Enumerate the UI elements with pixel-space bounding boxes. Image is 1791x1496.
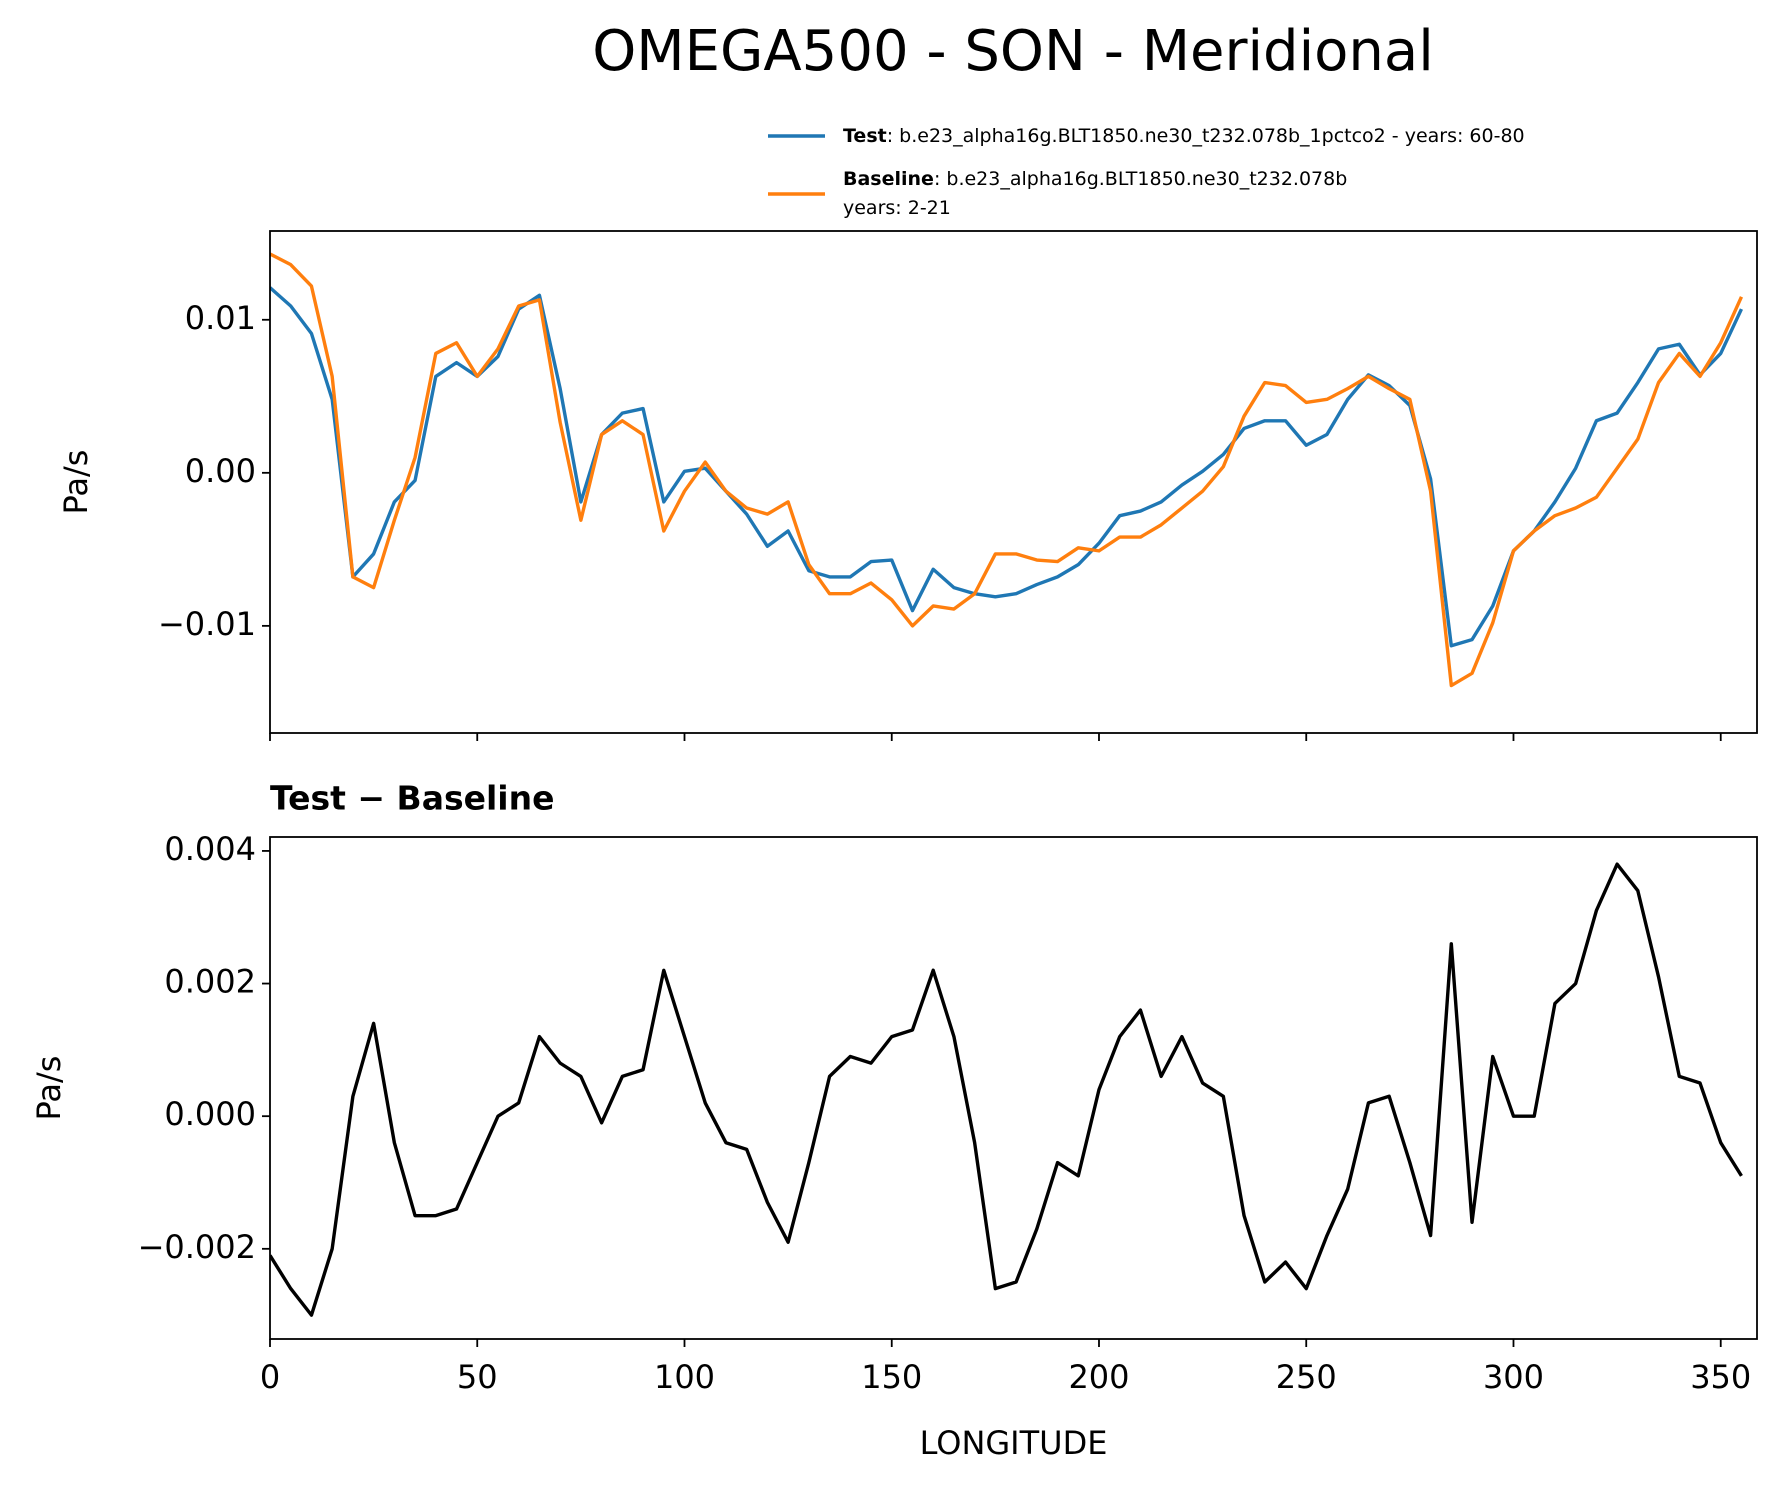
legend-text: Baseline: b.e23_alpha16g.BLT1850.ne30_t2… bbox=[843, 168, 1347, 190]
legend-name: Test bbox=[843, 125, 887, 147]
axes-frame bbox=[269, 230, 1758, 734]
x-tick-label: 150 bbox=[861, 1358, 922, 1396]
legend-description: : b.e23_alpha16g.BLT1850.ne30_t232.078b_… bbox=[887, 125, 1525, 147]
y-tick-label: 0.00 bbox=[185, 452, 256, 490]
data-line bbox=[270, 862, 1743, 1317]
x-tick-label: 0 bbox=[260, 1358, 280, 1396]
y-tick-label: 0.004 bbox=[164, 830, 256, 868]
data-line bbox=[270, 252, 1744, 688]
y-tick-label: −0.002 bbox=[138, 1228, 256, 1266]
y-tick-label: 0.01 bbox=[185, 299, 256, 337]
x-tick-label: 50 bbox=[457, 1358, 498, 1396]
x-tick-label: 250 bbox=[1276, 1358, 1337, 1396]
x-tick-label: 200 bbox=[1068, 1358, 1129, 1396]
axes-frame bbox=[269, 836, 1758, 1340]
legend-name: Baseline bbox=[843, 168, 934, 190]
y-tick-label: 0.000 bbox=[164, 1095, 256, 1133]
y-tick-label: 0.002 bbox=[164, 963, 256, 1001]
legend-text: Test: b.e23_alpha16g.BLT1850.ne30_t232.0… bbox=[843, 125, 1525, 147]
x-tick-label: 300 bbox=[1483, 1358, 1544, 1396]
legend-description: years: 2-21 bbox=[843, 197, 951, 219]
x-tick-label: 350 bbox=[1690, 1358, 1751, 1396]
panel-title: Test − Baseline bbox=[270, 779, 555, 818]
x-tick-label: 100 bbox=[654, 1358, 715, 1396]
y-axis-label: Pa/s bbox=[57, 450, 95, 515]
x-axis-label: LONGITUDE bbox=[920, 1424, 1108, 1462]
data-line bbox=[270, 286, 1744, 648]
legend-description: : b.e23_alpha16g.BLT1850.ne30_t232.078b bbox=[934, 168, 1347, 190]
figure-title: OMEGA500 - SON - Meridional bbox=[592, 19, 1434, 84]
y-axis-label: Pa/s bbox=[30, 1056, 68, 1121]
y-tick-label: −0.01 bbox=[158, 605, 256, 643]
legend-text: years: 2-21 bbox=[843, 197, 951, 219]
